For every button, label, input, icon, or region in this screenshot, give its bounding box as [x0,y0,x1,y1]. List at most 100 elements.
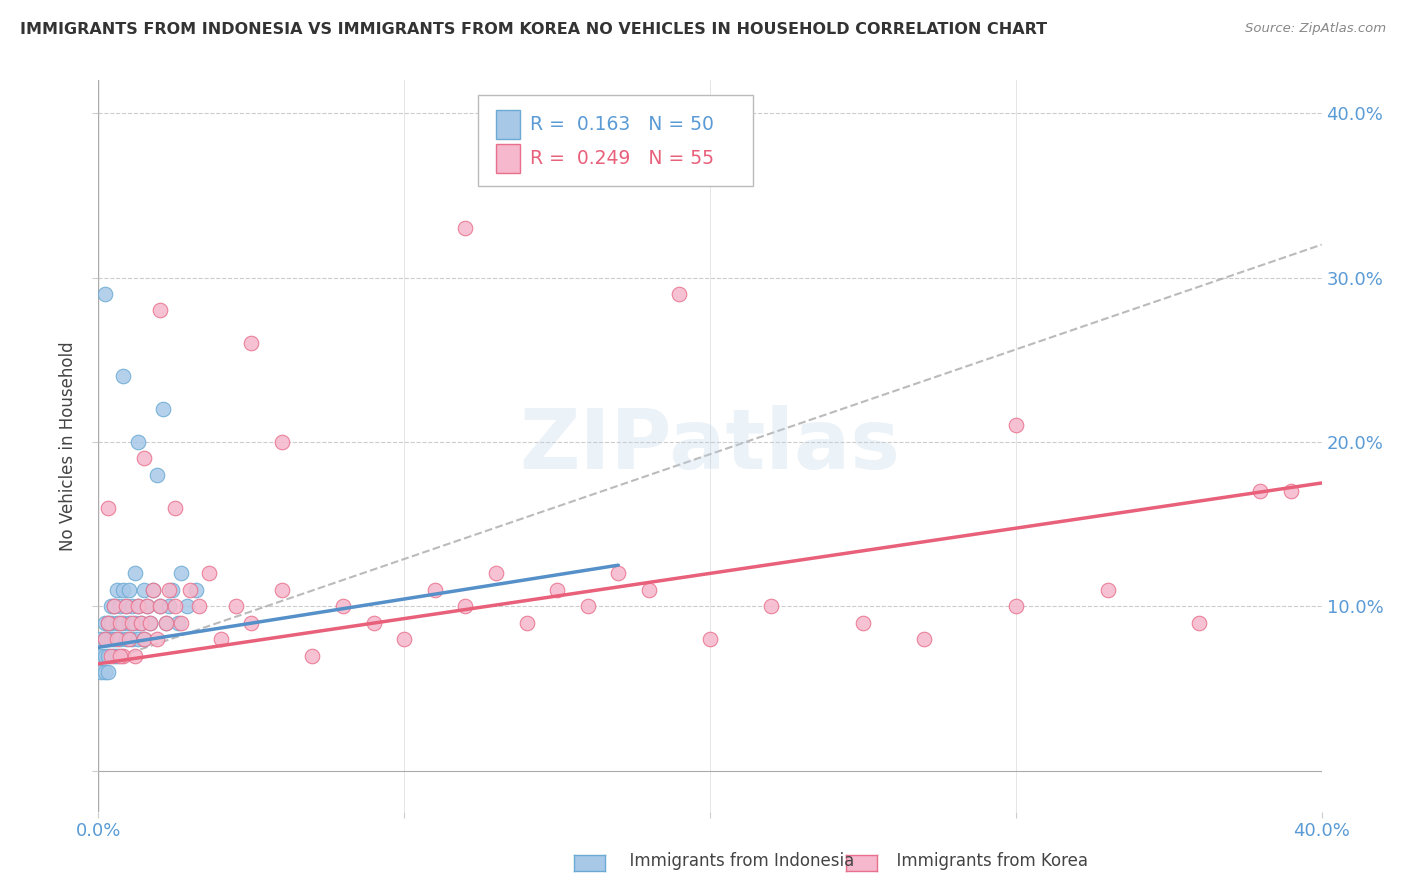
Point [97,648,120,663]
Point [115,599,138,614]
Point [118,582,141,597]
Point [108,648,131,663]
Point [105,582,128,597]
FancyBboxPatch shape [496,144,520,173]
Point [1004,418,1026,433]
Point [1188,615,1211,630]
Point [668,287,690,301]
Point [139,615,162,630]
Point [912,632,935,647]
Point [118,615,141,630]
Point [127,632,149,647]
Point [100,648,122,663]
Point [90,648,112,663]
Point [1279,484,1302,499]
Point [100,599,122,614]
Point [157,582,180,597]
Point [90,632,112,647]
Point [115,632,138,647]
Text: Immigrants from Indonesia: Immigrants from Indonesia [619,852,853,870]
Point [852,615,875,630]
Point [134,582,156,597]
Point [105,615,128,630]
Point [97,500,120,515]
Point [363,615,385,630]
Point [149,599,172,614]
Point [124,615,146,630]
Point [129,615,152,630]
Point [186,582,208,597]
Point [270,434,292,449]
Point [139,615,162,630]
Point [160,582,183,597]
Text: R =  0.249   N = 55: R = 0.249 N = 55 [530,149,714,168]
Point [97,615,120,630]
Point [1249,484,1271,499]
Point [699,632,721,647]
Point [93,632,115,647]
Point [103,599,125,614]
Point [637,582,661,597]
Point [546,582,568,597]
Text: Source: ZipAtlas.com: Source: ZipAtlas.com [1246,22,1386,36]
Point [155,615,177,630]
Point [759,599,782,614]
Point [176,599,198,614]
Point [97,632,120,647]
Point [301,648,323,663]
Point [163,599,186,614]
Point [152,402,174,417]
Point [145,467,167,482]
Point [121,615,143,630]
Point [607,566,630,581]
Point [392,632,416,647]
Point [576,599,599,614]
Point [332,599,354,614]
Point [111,615,134,630]
Point [157,599,180,614]
Point [93,287,115,301]
Y-axis label: No Vehicles in Household: No Vehicles in Household [59,341,77,551]
Point [485,566,508,581]
Point [136,599,159,614]
Point [111,369,134,384]
Text: IMMIGRANTS FROM INDONESIA VS IMMIGRANTS FROM KOREA NO VEHICLES IN HOUSEHOLD CORR: IMMIGRANTS FROM INDONESIA VS IMMIGRANTS … [20,22,1047,37]
Point [97,665,120,679]
Point [197,566,219,581]
Point [209,632,232,647]
Point [124,566,146,581]
Point [188,599,211,614]
FancyBboxPatch shape [496,110,520,139]
Point [127,599,149,614]
Point [134,632,156,647]
Text: R =  0.163   N = 50: R = 0.163 N = 50 [530,115,714,134]
Point [423,582,446,597]
Point [108,599,131,614]
Point [149,599,172,614]
Point [93,615,115,630]
Point [105,648,128,663]
Point [142,582,165,597]
Point [105,632,128,647]
Point [100,632,122,647]
Point [240,615,263,630]
Point [97,615,120,630]
Point [516,615,538,630]
Point [127,434,149,449]
Point [1004,599,1026,614]
Point [90,665,112,679]
Point [124,648,146,663]
Point [127,599,149,614]
FancyBboxPatch shape [478,95,752,186]
Point [170,566,193,581]
Point [167,615,190,630]
Point [111,582,134,597]
Point [108,632,131,647]
Point [121,632,143,647]
Point [100,615,122,630]
Text: ZIPatlas: ZIPatlas [520,406,900,486]
Point [142,582,165,597]
Point [121,599,143,614]
Point [454,221,477,235]
Point [134,632,156,647]
